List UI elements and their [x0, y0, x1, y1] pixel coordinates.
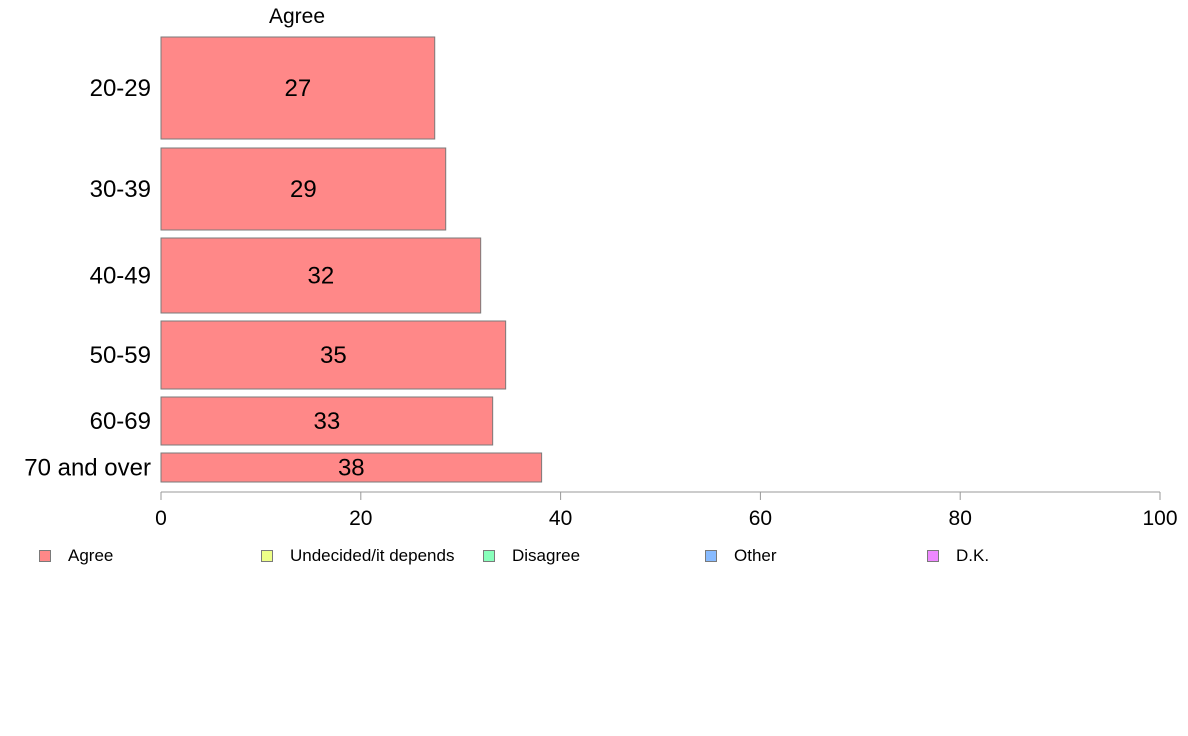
legend-label-agree: Agree [68, 546, 114, 565]
x-tick-label: 100 [1142, 507, 1177, 530]
legend-swatch-agree [39, 550, 51, 562]
x-tick-label: 80 [949, 507, 972, 530]
chart-title: Agree [269, 5, 325, 28]
bar-60-69 [160, 396, 494, 446]
legend-label-other: Other [734, 546, 777, 565]
legend-swatch-undecided [261, 550, 273, 562]
bar-value-label: 38 [338, 455, 365, 482]
bar-value-label: 32 [307, 263, 334, 290]
x-tick-label: 60 [749, 507, 772, 530]
legend-label-dk: D.K. [956, 546, 990, 565]
category-label: 30-39 [90, 176, 151, 203]
bar-value-label: 29 [290, 176, 317, 203]
bar-value-label: 33 [313, 408, 340, 435]
bar-20-29 [160, 36, 436, 140]
category-label: 40-49 [90, 263, 151, 290]
legend-swatch-other [705, 550, 717, 562]
category-label: 70 and over [24, 455, 151, 482]
bar-70-and-over [160, 452, 543, 483]
legend: Agree Undecided/it depends Disagree Othe… [0, 545, 1188, 569]
legend-label-undecided: Undecided/it depends [290, 546, 455, 565]
bar-30-39 [160, 147, 447, 231]
legend-swatch-disagree [483, 550, 495, 562]
bar-value-label: 35 [320, 342, 347, 369]
bar-50-59 [160, 320, 507, 390]
legend-label-disagree: Disagree [512, 546, 581, 565]
category-label: 20-29 [90, 75, 151, 102]
legend-item-undecided: Undecided/it depends [261, 545, 454, 567]
category-label: 50-59 [90, 342, 151, 369]
x-tick-label: 40 [549, 507, 572, 530]
category-label: 60-69 [90, 408, 151, 435]
x-tick-label: 20 [349, 507, 372, 530]
legend-item-disagree: Disagree [483, 545, 580, 567]
legend-swatch-dk [927, 550, 939, 562]
bar-40-49 [160, 237, 482, 314]
legend-item-agree: Agree [39, 545, 113, 567]
bar-value-label: 27 [285, 75, 312, 102]
legend-item-dk: D.K. [927, 545, 989, 567]
x-tick-label: 0 [155, 507, 167, 530]
legend-item-other: Other [705, 545, 777, 567]
